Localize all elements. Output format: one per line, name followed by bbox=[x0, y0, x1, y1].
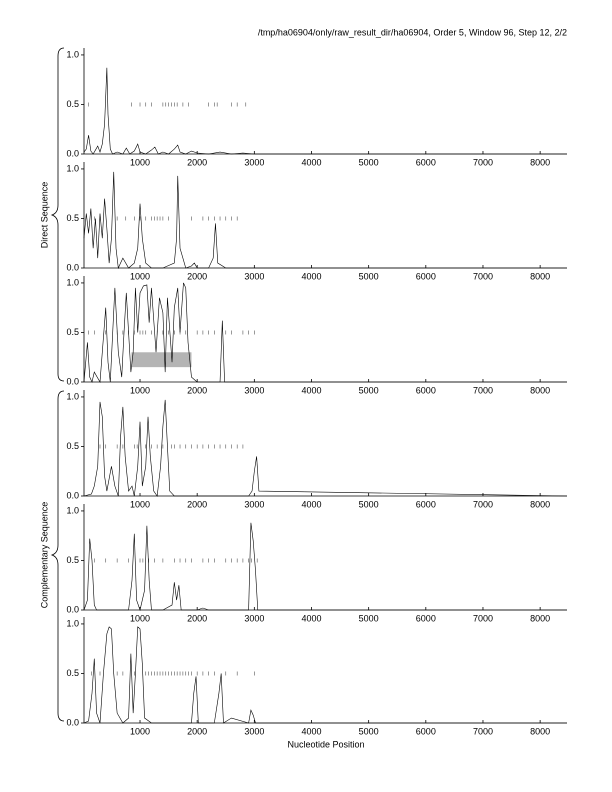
x-tick-label: 6000 bbox=[416, 385, 436, 395]
y-tick-label: 0.5 bbox=[66, 213, 79, 223]
x-tick-label: 2000 bbox=[187, 385, 207, 395]
x-tick-label: 8000 bbox=[530, 613, 550, 623]
data-line bbox=[83, 171, 567, 270]
x-tick-label: 6000 bbox=[416, 499, 436, 509]
highlight-region bbox=[131, 352, 192, 368]
x-tick-label: 5000 bbox=[359, 271, 379, 281]
x-tick-label: 5000 bbox=[359, 726, 379, 736]
x-tick-label: 5000 bbox=[359, 613, 379, 623]
x-tick-label: 2000 bbox=[187, 271, 207, 281]
y-tick-label: 0.0 bbox=[66, 148, 79, 158]
y-tick-label: 0.5 bbox=[66, 555, 79, 565]
y-tick-label: 1.0 bbox=[66, 49, 79, 59]
x-tick-label: 3000 bbox=[244, 726, 264, 736]
data-line bbox=[83, 67, 567, 155]
y-tick-label: 0.5 bbox=[66, 327, 79, 337]
y-tick-label: 0.0 bbox=[66, 262, 79, 272]
x-tick-label: 7000 bbox=[473, 499, 493, 509]
x-tick-label: 7000 bbox=[473, 385, 493, 395]
group-brace bbox=[50, 390, 65, 722]
group-brace bbox=[50, 47, 65, 382]
x-tick-label: 6000 bbox=[416, 271, 436, 281]
x-tick-label: 5000 bbox=[359, 385, 379, 395]
x-tick-label: 2000 bbox=[187, 613, 207, 623]
y-tick-label: 1.0 bbox=[66, 618, 79, 628]
data-line bbox=[83, 399, 568, 497]
x-tick-label: 4000 bbox=[301, 613, 321, 623]
x-tick-label: 1000 bbox=[130, 385, 150, 395]
y-tick-label: 0.5 bbox=[66, 99, 79, 109]
x-tick-label: 4000 bbox=[301, 385, 321, 395]
x-tick-label: 4000 bbox=[301, 157, 321, 167]
y-tick-label: 1.0 bbox=[66, 277, 79, 287]
x-tick-label: 1000 bbox=[130, 726, 150, 736]
x-tick-label: 4000 bbox=[301, 271, 321, 281]
y-tick-label: 0.0 bbox=[66, 717, 79, 727]
x-tick-label: 4000 bbox=[301, 726, 321, 736]
x-axis-label: Nucleotide Position bbox=[287, 739, 364, 749]
x-tick-label: 8000 bbox=[530, 385, 550, 395]
y-tick-label: 0.5 bbox=[66, 441, 79, 451]
x-tick-label: 3000 bbox=[244, 613, 264, 623]
x-tick-label: 6000 bbox=[416, 726, 436, 736]
x-tick-label: 6000 bbox=[416, 613, 436, 623]
x-tick-label: 7000 bbox=[473, 271, 493, 281]
x-tick-label: 1000 bbox=[130, 271, 150, 281]
x-tick-label: 2000 bbox=[187, 726, 207, 736]
x-tick-label: 5000 bbox=[359, 157, 379, 167]
x-tick-label: 8000 bbox=[530, 271, 550, 281]
x-tick-label: 2000 bbox=[187, 499, 207, 509]
x-tick-label: 4000 bbox=[301, 499, 321, 509]
data-line bbox=[83, 282, 567, 383]
x-tick-label: 7000 bbox=[473, 613, 493, 623]
x-tick-label: 3000 bbox=[244, 271, 264, 281]
x-tick-label: 5000 bbox=[359, 499, 379, 509]
header: /tmp/ha06904/only/raw_result_dir/ha06904… bbox=[258, 27, 567, 37]
data-line bbox=[83, 626, 567, 724]
x-tick-label: 3000 bbox=[244, 385, 264, 395]
x-tick-label: 1000 bbox=[130, 157, 150, 167]
x-tick-label: 1000 bbox=[130, 499, 150, 509]
y-tick-label: 0.0 bbox=[66, 376, 79, 386]
x-tick-label: 8000 bbox=[530, 726, 550, 736]
y-tick-label: 0.5 bbox=[66, 668, 79, 678]
y-tick-label: 1.0 bbox=[66, 163, 79, 173]
x-tick-label: 6000 bbox=[416, 157, 436, 167]
y-tick-label: 1.0 bbox=[66, 391, 79, 401]
data-line bbox=[83, 522, 567, 612]
y-tick-label: 0.0 bbox=[66, 604, 79, 614]
x-tick-label: 2000 bbox=[187, 157, 207, 167]
x-tick-label: 7000 bbox=[473, 726, 493, 736]
x-tick-label: 8000 bbox=[530, 499, 550, 509]
group-label: Complementary Sequence bbox=[39, 502, 49, 609]
x-tick-label: 7000 bbox=[473, 157, 493, 167]
group-label: Direct Sequence bbox=[39, 182, 49, 249]
y-tick-label: 1.0 bbox=[66, 505, 79, 515]
y-tick-label: 0.0 bbox=[66, 490, 79, 500]
x-tick-label: 3000 bbox=[244, 499, 264, 509]
x-tick-label: 3000 bbox=[244, 157, 264, 167]
x-tick-label: 8000 bbox=[530, 157, 550, 167]
x-tick-label: 1000 bbox=[130, 613, 150, 623]
